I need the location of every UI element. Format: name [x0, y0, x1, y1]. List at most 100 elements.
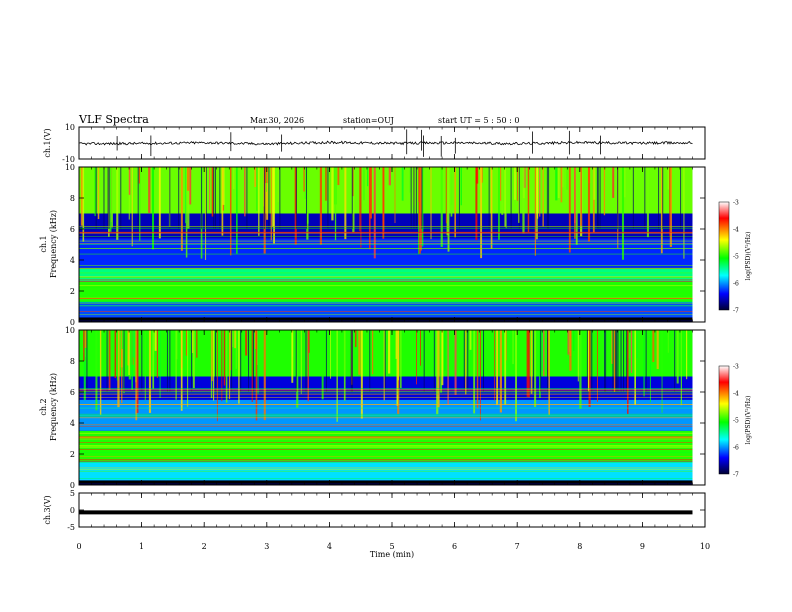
ch2-streak [543, 330, 545, 376]
ch2-streak [257, 330, 259, 394]
ch2-streak [573, 330, 575, 351]
ch1-dark-streak [658, 167, 660, 229]
ch2-dark-streak [166, 330, 168, 392]
ch2-streak [526, 330, 529, 397]
ch2-streak [395, 330, 397, 359]
ch1-streak [256, 167, 258, 211]
ch2-streak [494, 330, 496, 401]
ch1-dark-streak [518, 167, 520, 229]
ch1-streak [667, 167, 669, 190]
ch1-streak [522, 167, 525, 234]
ch2-streak [355, 330, 357, 348]
ch2-streak [437, 330, 440, 408]
y-tick-label: -5 [67, 523, 75, 532]
ch2-dark-streak [191, 330, 193, 392]
ch2-streak [440, 330, 443, 393]
ch1-dark-streak [644, 167, 646, 229]
ch1-streak [505, 167, 507, 229]
ch2-streak [291, 330, 294, 383]
ch2-streak [656, 330, 659, 370]
ch1-streak [612, 167, 615, 198]
x-tick-label: 7 [515, 542, 520, 551]
ch1-streak [669, 167, 672, 247]
ch1-streak [325, 167, 327, 201]
ch2-dark-streak [612, 330, 614, 392]
ch2-dark-streak [252, 330, 254, 392]
ch2-streak [628, 330, 631, 359]
ch2-streak [251, 330, 253, 403]
ch2-streak [128, 330, 131, 380]
ch2-streak [84, 330, 87, 348]
ch1-dark-streak [169, 167, 171, 229]
ch2-spectrogram-panel [79, 330, 693, 485]
ch1-streak [363, 167, 365, 201]
start-time-label: start UT = 5 : 50 : 0 [438, 116, 519, 125]
ch2-streak [116, 330, 118, 381]
ch2-streak [131, 330, 133, 390]
ch2-streak [548, 330, 550, 416]
ch1-streak [337, 167, 340, 186]
ch1-streak [539, 167, 541, 217]
ch2-streak [388, 330, 391, 374]
ch2-streak [567, 330, 569, 355]
ch2-streak [473, 330, 476, 414]
ch2-streak [528, 330, 530, 398]
ch2-streak [634, 330, 636, 387]
ch1-streak [593, 167, 596, 200]
y-tick-label: 10 [65, 163, 75, 172]
ch2-dark-streak [350, 330, 352, 392]
ch2-dark-streak [369, 330, 371, 392]
ch2-streak [121, 330, 123, 404]
ch2-streak [515, 330, 517, 422]
ch1-streak [368, 167, 371, 250]
ch1-streak [587, 167, 591, 242]
ch2-dark-streak [231, 330, 233, 392]
ch1-streak [139, 167, 141, 241]
ch2-dark-streak [467, 330, 469, 392]
ch2-streak [569, 330, 572, 371]
ch1-dark-streak [213, 167, 215, 229]
ch1-dark-streak [680, 167, 682, 229]
ch1-streak [211, 167, 214, 217]
ch2-dark-streak [591, 330, 593, 392]
colorbar-tick-label: -3 [733, 364, 739, 371]
ch1-streak [180, 167, 183, 251]
ch1-streak [447, 167, 450, 252]
ch2-streak [128, 330, 130, 376]
ch2-streak [136, 330, 139, 413]
ch1-streak [373, 167, 376, 259]
ch1-streak [221, 167, 224, 236]
ch2-streak [371, 330, 374, 375]
ch2-dark-streak [86, 330, 88, 392]
ch1-streak [188, 167, 192, 205]
ch2-streak [587, 330, 590, 392]
y-tick-label: 0 [70, 318, 75, 327]
ch2-streak [568, 330, 570, 352]
ch2-dark-streak [433, 330, 435, 392]
ch1-dark-streak [546, 167, 548, 229]
ch1-streak [236, 167, 238, 254]
ch2-colorbar-label: log(PSD)(V²/Hz) [745, 396, 752, 445]
colorbar-tick-label: -4 [733, 391, 739, 398]
ch1-band [79, 301, 693, 318]
ch1-streak [109, 167, 112, 232]
y-tick-label: 0 [70, 506, 75, 515]
ch2-streak [680, 330, 682, 406]
ch2-dark-streak [123, 330, 125, 392]
ch1-streak [418, 167, 421, 254]
ch2-streak [496, 330, 498, 406]
ch1-streak [205, 167, 207, 260]
ch1-streak [537, 167, 539, 219]
ch2-streak [336, 330, 338, 422]
ch2-streak [321, 330, 324, 400]
y-tick-label: 2 [70, 287, 75, 296]
ch2-dark-streak [248, 330, 250, 392]
ch1-streak [401, 167, 404, 201]
ch1-streak [277, 167, 279, 203]
ch1-streak [623, 167, 626, 198]
ch1-streak [359, 167, 361, 232]
ch1-streak [273, 167, 275, 244]
y-tick-label: 6 [70, 388, 75, 397]
ch1-streak [319, 167, 323, 245]
